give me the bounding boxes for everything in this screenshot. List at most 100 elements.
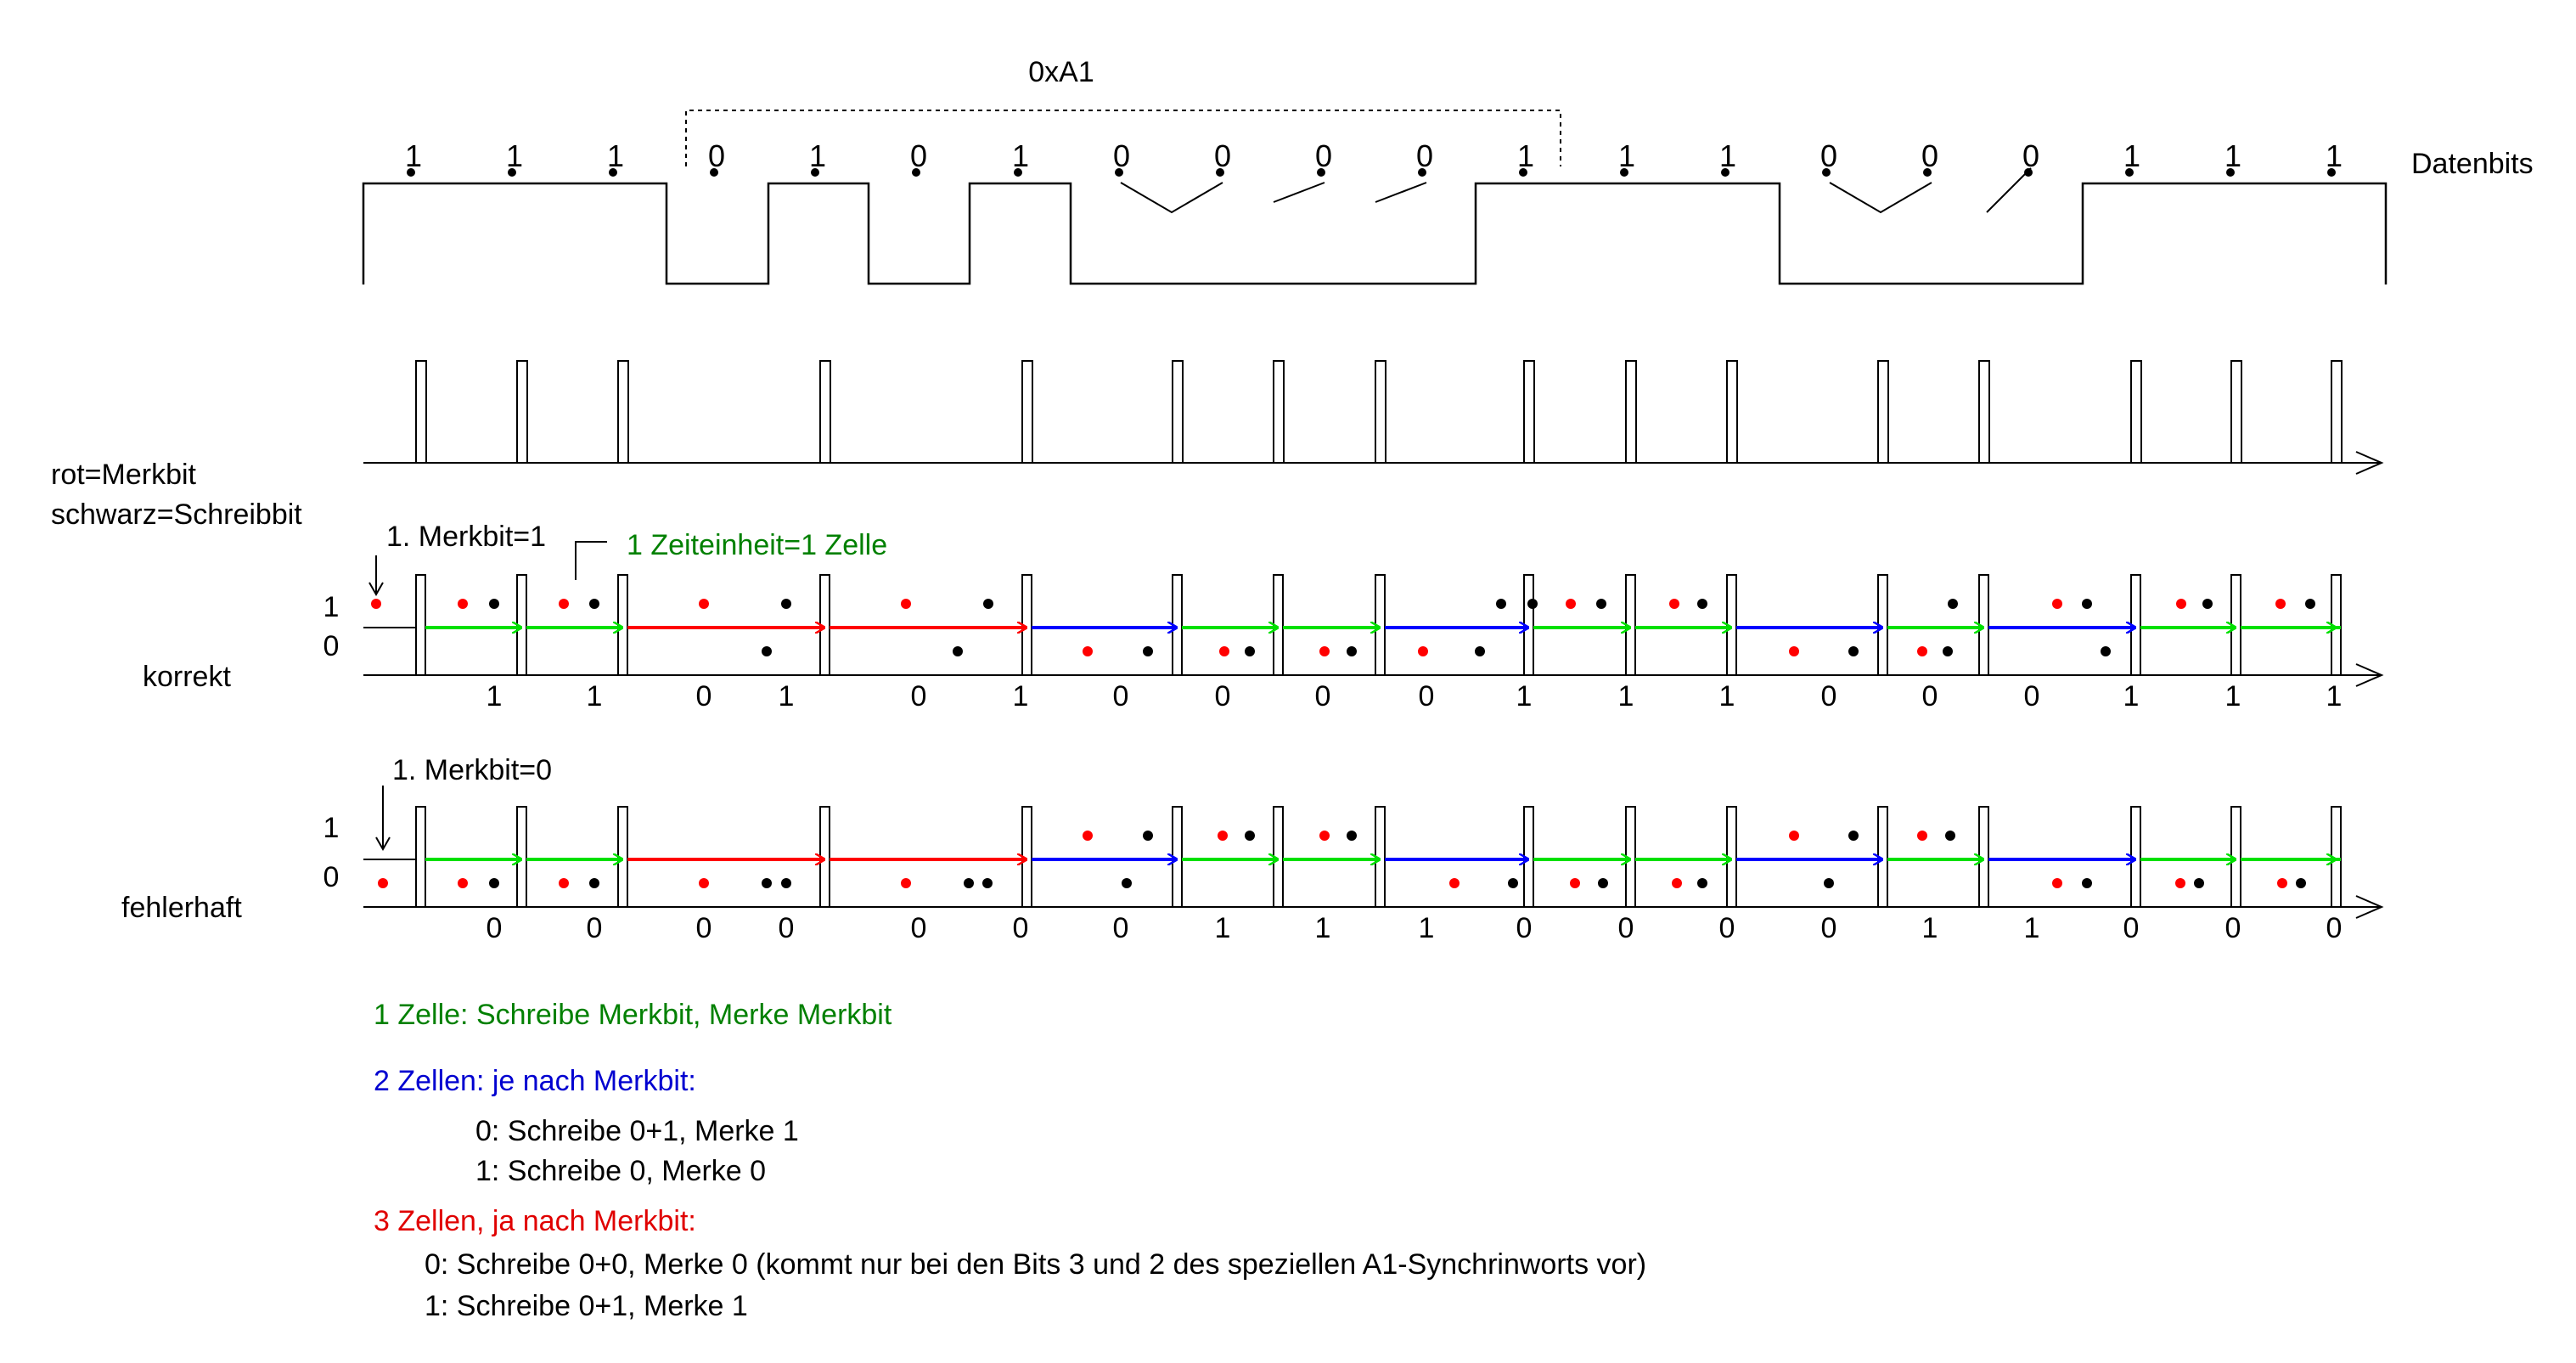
- row-correct-level-one: 1: [323, 591, 340, 623]
- data-bit-dot: [508, 168, 516, 177]
- row-faulty-label: fehlerhaft: [121, 892, 242, 924]
- data-bit-label: 0: [708, 138, 725, 173]
- cell-boundary: [1021, 806, 1032, 908]
- legend-blue-1: 1: Schreibe 0, Merke 0: [475, 1155, 766, 1187]
- decoded-bit-label: 1: [487, 680, 503, 712]
- data-bit-label: 1: [2123, 138, 2140, 173]
- data-bit-dot: [2125, 168, 2134, 177]
- data-bit-dot: [710, 168, 718, 177]
- merkbit-dot: [2052, 599, 2062, 609]
- decoded-bit-label: 0: [1922, 680, 1938, 712]
- decoded-bit-label: 0: [2123, 912, 2140, 944]
- data-bit-label: 1: [405, 138, 422, 173]
- data-bit-label: 0: [1214, 138, 1231, 173]
- data-bit-dot: [609, 168, 617, 177]
- read-pulse: [617, 360, 629, 464]
- schreibbit-dot: [1475, 646, 1485, 656]
- read-pulse: [1726, 360, 1738, 464]
- row-correct-label: korrekt: [143, 661, 231, 693]
- waveform-bit-connectors: [1120, 167, 2032, 214]
- cell-boundary: [2331, 574, 2342, 676]
- schreibbit-dot: [2194, 878, 2204, 888]
- cell-boundary: [1978, 574, 1989, 676]
- cell-boundary: [516, 574, 527, 676]
- row-correct-level-zero: 0: [323, 630, 340, 662]
- merkbit-dot: [458, 599, 468, 609]
- schreibbit-dot: [1824, 878, 1834, 888]
- data-bit-label: 1: [506, 138, 523, 173]
- merkbit-dot: [1669, 599, 1679, 609]
- color-key-black: schwarz=Schreibbit: [51, 498, 302, 531]
- decoded-bit-label: 1: [779, 680, 795, 712]
- row-faulty: 0 0 0 0 0 0 0 1 1 1 0 0 0 0 1 1 0 0 0: [363, 806, 2384, 944]
- schreibbit-dot: [2101, 646, 2111, 656]
- data-bit-dot: [1620, 168, 1628, 177]
- mfm-waveform: [362, 182, 2388, 285]
- data-bit-dot: [811, 168, 819, 177]
- data-bit-dot: [1317, 168, 1325, 177]
- decoded-bit-label: 0: [2326, 912, 2343, 944]
- schreibbit-dot: [1596, 599, 1606, 609]
- decoded-bit-label: 1: [2326, 680, 2343, 712]
- cell-boundary: [1877, 574, 1888, 676]
- merkbit-dot: [1789, 831, 1799, 841]
- read-pulse: [1375, 360, 1386, 464]
- row-faulty-level-zero: 0: [323, 861, 340, 893]
- cell-boundary: [819, 574, 830, 676]
- decoded-bit-label: 0: [696, 680, 712, 712]
- merkbit-dot: [901, 878, 911, 888]
- schreibbit-dot: [983, 599, 993, 609]
- read-pulse: [819, 360, 831, 464]
- time-unit-bracket: [575, 541, 607, 580]
- legend-red-1: 1: Schreibe 0+1, Merke 1: [425, 1290, 748, 1322]
- data-bit-dot: [2024, 168, 2033, 177]
- cell-boundary: [1523, 574, 1534, 676]
- data-bit-dot: [1822, 168, 1831, 177]
- legend-green: 1 Zelle: Schreibe Merkbit, Merke Merkbit: [374, 999, 892, 1031]
- schreibbit-dot: [1347, 646, 1357, 656]
- data-bit-label: 1: [2224, 138, 2241, 173]
- schreibbit-dot: [762, 878, 772, 888]
- data-bit-dot: [912, 168, 920, 177]
- cell-boundary: [1375, 806, 1386, 908]
- merkbit-dot: [1566, 599, 1576, 609]
- decoded-bit-label: 0: [1215, 680, 1231, 712]
- cell-boundary: [617, 574, 628, 676]
- cell-boundary: [2230, 574, 2241, 676]
- schreibbit-dot: [781, 878, 791, 888]
- cell-boundary: [1978, 806, 1989, 908]
- data-bit-labels: 1 1 1 0 1 0 1 0 0 0 0 1 1 1 0 0 0 1 1 1: [405, 138, 2343, 173]
- data-bit-label: 0: [1416, 138, 1433, 173]
- schreibbit-dot: [953, 646, 963, 656]
- schreibbit-dot: [589, 599, 599, 609]
- merkbit-dot: [1917, 831, 1927, 841]
- decoded-bit-label: 0: [487, 912, 503, 944]
- schreibbit-dot: [1697, 599, 1707, 609]
- decoded-bit-label: 1: [1315, 912, 1331, 944]
- schreibbit-dot: [1245, 646, 1255, 656]
- cell-boundary: [2130, 574, 2141, 676]
- merkbit-dot: [559, 878, 569, 888]
- data-bit-dot: [1014, 168, 1022, 177]
- merkbit-dot: [2275, 599, 2286, 609]
- cell-boundary: [1726, 806, 1737, 908]
- schreibbit-dot: [2082, 599, 2092, 609]
- decoded-bit-label: 1: [587, 680, 603, 712]
- cell-boundary: [1273, 574, 1284, 676]
- schreibbit-dot: [489, 599, 499, 609]
- data-bit-label: 1: [2326, 138, 2343, 173]
- data-bit-label: 1: [1012, 138, 1029, 173]
- decoded-bit-label: 1: [1922, 912, 1938, 944]
- cell-boundary: [1625, 806, 1636, 908]
- merkbit-correct-label: 1. Merkbit=1: [386, 521, 546, 553]
- decoded-bit-label: 0: [1315, 680, 1331, 712]
- schreibbit-dot: [489, 878, 499, 888]
- cell-boundary: [1523, 806, 1534, 908]
- cell-boundary: [1877, 806, 1888, 908]
- merkbit-dot: [2052, 878, 2062, 888]
- merkbit-dot: [1449, 878, 1460, 888]
- merkbit-dot: [1218, 831, 1228, 841]
- read-pulse: [1021, 360, 1033, 464]
- schreibbit-dot: [589, 878, 599, 888]
- schreibbit-dot: [982, 878, 993, 888]
